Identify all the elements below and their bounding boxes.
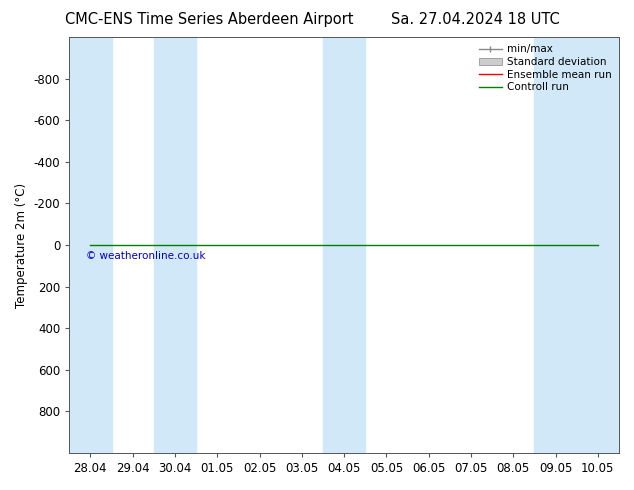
Text: CMC-ENS Time Series Aberdeen Airport: CMC-ENS Time Series Aberdeen Airport: [65, 12, 354, 27]
Bar: [154, 37, 196, 453]
Legend: min/max, Standard deviation, Ensemble mean run, Controll run: min/max, Standard deviation, Ensemble me…: [477, 42, 614, 94]
Bar: [323, 37, 365, 453]
Text: Sa. 27.04.2024 18 UTC: Sa. 27.04.2024 18 UTC: [391, 12, 560, 27]
Bar: [577, 37, 619, 453]
Text: © weatheronline.co.uk: © weatheronline.co.uk: [86, 251, 205, 261]
Y-axis label: Temperature 2m (°C): Temperature 2m (°C): [15, 182, 28, 308]
Bar: [534, 37, 577, 453]
Bar: [69, 37, 112, 453]
